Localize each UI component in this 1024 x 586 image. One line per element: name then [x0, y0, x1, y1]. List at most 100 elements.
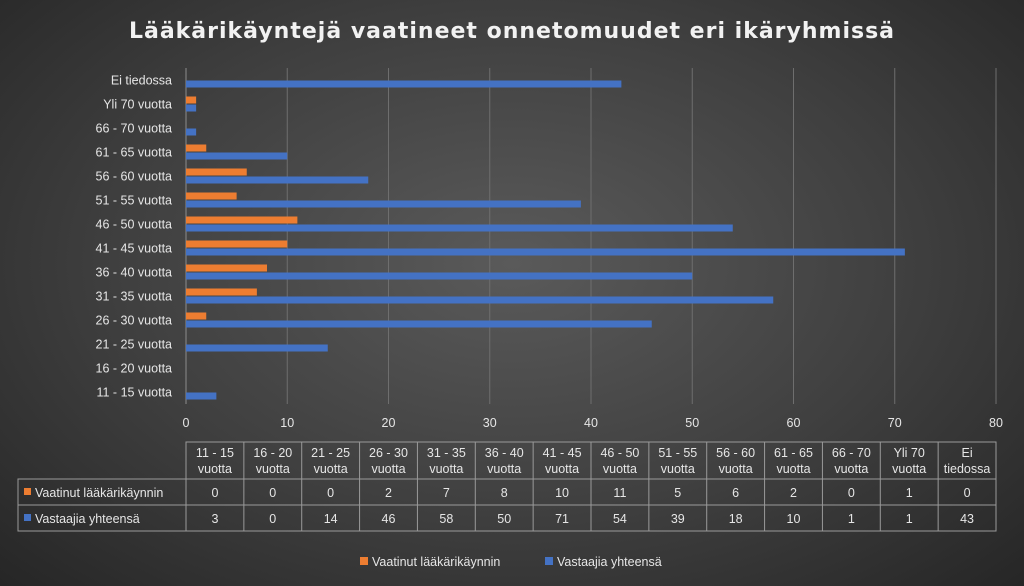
table-header-line1: 41 - 45: [543, 446, 582, 460]
bar-vaatinut: [186, 240, 288, 248]
table-header-line1: 21 - 25: [311, 446, 350, 460]
table-cell: 39: [671, 512, 685, 526]
bar-vastaajia: [186, 320, 652, 328]
bar-vastaajia: [186, 392, 217, 400]
bar-vastaajia: [186, 128, 197, 136]
chart-title: Lääkärikäyntejä vaatineet onnetomuudet e…: [129, 19, 895, 44]
bar-vaatinut: [186, 312, 207, 320]
table-header-line1: 11 - 15: [196, 446, 234, 460]
category-label: Yli 70 vuotta: [103, 98, 172, 112]
table-cell: 10: [787, 512, 801, 526]
category-label: 66 - 70 vuotta: [96, 122, 172, 136]
table-cell: 71: [555, 512, 569, 526]
table-header-line1: Ei: [962, 446, 973, 460]
table-header-line2: vuotta: [314, 462, 348, 476]
table-cell: 58: [439, 512, 453, 526]
table-cell: 1: [848, 512, 855, 526]
category-label: 61 - 65 vuotta: [96, 146, 172, 160]
legend-label: Vaatinut lääkärikäynnin: [372, 555, 500, 569]
bar-vaatinut: [186, 168, 247, 176]
legend-label: Vastaajia yhteensä: [557, 555, 662, 569]
bar-vastaajia: [186, 224, 733, 232]
table-cell: 1: [906, 486, 913, 500]
bar-vastaajia: [186, 104, 197, 112]
bar-vaatinut: [186, 144, 207, 152]
bar-vaatinut: [186, 216, 298, 224]
bar-vaatinut: [186, 288, 257, 296]
table-cell: 1: [906, 512, 913, 526]
bar-vastaajia: [186, 272, 693, 280]
table-header-line1: Yli 70: [894, 446, 925, 460]
table-header-line2: vuotta: [487, 462, 521, 476]
table-cell: 7: [443, 486, 450, 500]
table-cell: 11: [613, 486, 626, 500]
table-key-vaatinut: [24, 488, 31, 495]
table-cell: 0: [269, 512, 276, 526]
table-header-line1: 51 - 55: [658, 446, 697, 460]
table-cell: 50: [497, 512, 511, 526]
x-tick-label: 70: [888, 416, 902, 430]
category-label: 31 - 35 vuotta: [96, 290, 172, 304]
bar-vastaajia: [186, 200, 581, 208]
table-header-line1: 16 - 20: [253, 446, 292, 460]
bar-vastaajia: [186, 152, 288, 160]
bar-vastaajia: [186, 344, 328, 352]
gridlines: [185, 68, 997, 404]
table-header-line2: vuotta: [834, 462, 868, 476]
table-header-line2: vuotta: [545, 462, 579, 476]
data-table: 11 - 15 vuotta 0 3 16 - 20 vuotta 0 0 21 - 25 vuo…: [17, 441, 997, 532]
table-header-line2: tiedossa: [944, 462, 991, 476]
table-row-label: Vaatinut lääkärikäynnin: [35, 486, 163, 500]
table-cell: 2: [385, 486, 392, 500]
bar-vastaajia: [186, 176, 369, 184]
bar-vaatinut: [186, 96, 197, 104]
table-cell: 0: [269, 486, 276, 500]
table-cell: 0: [211, 486, 218, 500]
table-header-line1: 26 - 30: [369, 446, 408, 460]
table-header-line1: 56 - 60: [716, 446, 755, 460]
table-row-label: Vastaajia yhteensä: [35, 512, 140, 526]
table-header-line2: vuotta: [429, 462, 463, 476]
table-cell: 14: [324, 512, 338, 526]
table-header-line1: 31 - 35: [427, 446, 466, 460]
bar-vaatinut: [186, 192, 237, 200]
table-key-vastaajia: [24, 514, 31, 521]
x-tick-label: 0: [183, 416, 190, 430]
table-header-line1: 36 - 40: [485, 446, 524, 460]
x-tick-label: 10: [280, 416, 294, 430]
table-cell: 0: [964, 486, 971, 500]
category-label: 21 - 25 vuotta: [96, 338, 172, 352]
bar-vastaajia: [186, 296, 774, 304]
bar-vaatinut: [186, 264, 267, 272]
bar-vastaajia: [186, 248, 905, 256]
category-label: 11 - 15 vuotta: [96, 386, 172, 400]
table-header-line2: vuotta: [603, 462, 637, 476]
table-header-line2: vuotta: [198, 462, 232, 476]
table-cell: 0: [848, 486, 855, 500]
table-cell: 3: [211, 512, 218, 526]
table-header-line2: vuotta: [256, 462, 290, 476]
table-cell: 18: [729, 512, 743, 526]
legend-swatch-vaatinut: [360, 557, 368, 565]
table-header-line1: 61 - 65: [774, 446, 813, 460]
table-cell: 5: [674, 486, 681, 500]
category-label: 41 - 45 vuotta: [96, 242, 172, 256]
legend-swatch-vastaajia: [545, 557, 553, 565]
category-label: 26 - 30 vuotta: [96, 314, 172, 328]
table-cell: 6: [732, 486, 739, 500]
x-tick-label: 80: [989, 416, 1003, 430]
table-header-line2: vuotta: [776, 462, 810, 476]
category-label: 46 - 50 vuotta: [96, 218, 172, 232]
table-cell: 10: [555, 486, 569, 500]
category-labels: 11 - 15 vuotta 16 - 20 vuotta 21 - 25 vuot…: [96, 74, 172, 400]
category-label: 51 - 55 vuotta: [96, 194, 172, 208]
table-header-line2: vuotta: [892, 462, 926, 476]
x-tick-label: 30: [483, 416, 497, 430]
category-label: Ei tiedossa: [111, 74, 172, 88]
bars: [186, 80, 905, 400]
bar-vastaajia: [186, 80, 622, 88]
table-cell: 2: [790, 486, 797, 500]
category-label: 36 - 40 vuotta: [96, 266, 172, 280]
table-header-line2: vuotta: [371, 462, 405, 476]
